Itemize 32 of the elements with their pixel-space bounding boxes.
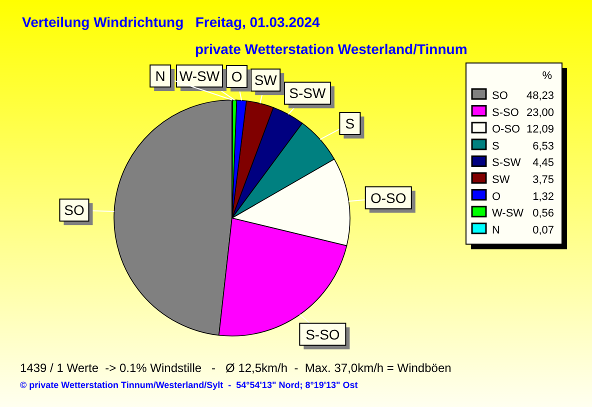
- text: © private Wetterstation Tinnum/Westerland/Sylt - 54°54'13" Nord; 8°19'13" Ost: [20, 380, 358, 390]
- legend-label: O: [492, 190, 501, 203]
- slice-label: O-SO: [370, 190, 406, 206]
- slice-label: S-SO: [306, 326, 340, 342]
- chart-subtitle: private Wetterstation Westerland/Tinnum: [195, 41, 468, 57]
- data-label: 12,09: [526, 124, 554, 136]
- data-label: 0,07: [532, 224, 554, 236]
- slice-label: W-SW: [179, 68, 220, 84]
- legend-label: O-SO: [492, 124, 521, 136]
- data-label: 6,53: [532, 140, 554, 152]
- slice-label: N: [155, 68, 166, 84]
- data-label: 0,56: [532, 208, 554, 220]
- data-label: 4,45: [532, 157, 554, 170]
- data-label: 23,00: [526, 106, 554, 119]
- legend-label: SW: [492, 174, 510, 186]
- slice-label: SW: [254, 72, 278, 88]
- legend-label: N: [492, 224, 500, 236]
- legend-label: S-SO: [492, 106, 520, 119]
- data-label: 1,32: [532, 190, 554, 203]
- slice-label: O: [231, 68, 242, 84]
- slice-label: SO: [64, 202, 84, 218]
- data-label: 48,23: [526, 90, 554, 102]
- text: 1439 / 1 Werte -> 0.1% Windstille - Ø 12,5km/h - Max. 37,0km/h = Windböen: [20, 361, 452, 375]
- legend-title: %: [542, 70, 552, 82]
- legend-label: S: [492, 140, 500, 152]
- legend-label: SO: [492, 90, 508, 102]
- slice-label: S: [345, 116, 355, 132]
- legend-label: W-SW: [492, 208, 524, 220]
- legend-label: S-SW: [492, 157, 522, 170]
- chart-title: Verteilung Windrichtung Freitag, 01.03.2024: [22, 14, 320, 30]
- data-label: 3,75: [532, 174, 554, 186]
- slice-label: S-SW: [289, 85, 327, 102]
